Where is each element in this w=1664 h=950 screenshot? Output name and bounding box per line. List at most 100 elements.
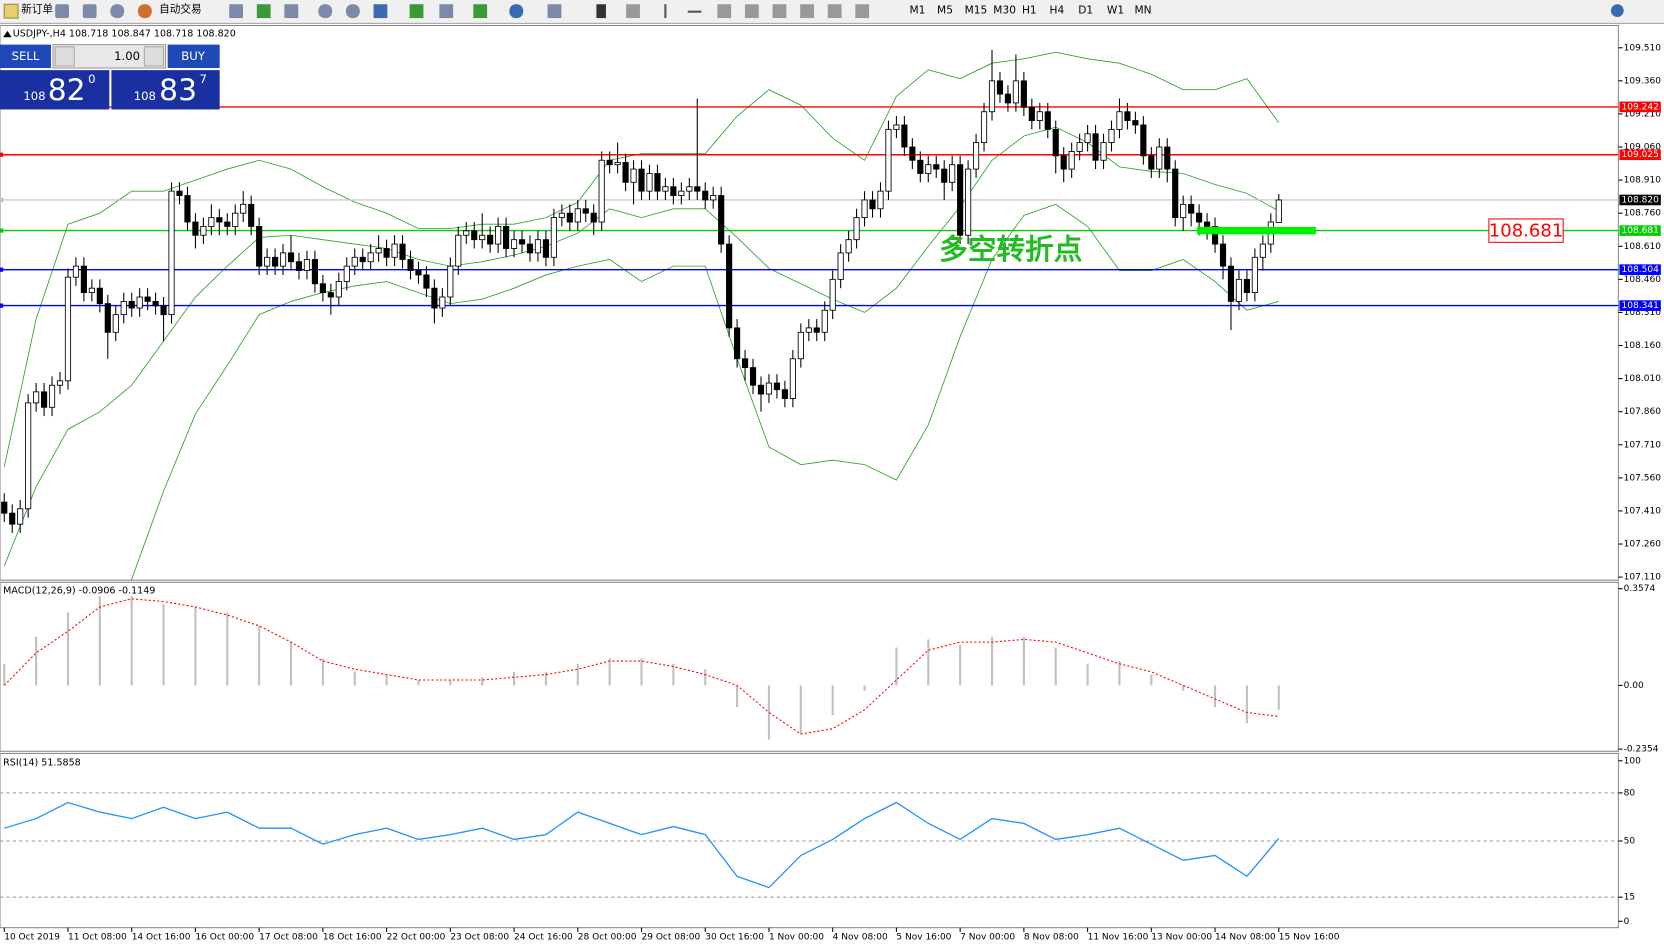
icon[interactable]	[137, 4, 152, 19]
icon[interactable]	[473, 4, 488, 19]
candle-body	[1275, 199, 1282, 223]
macd-histogram-bar	[449, 679, 452, 686]
icon[interactable]	[409, 4, 424, 19]
buy-price-box[interactable]	[111, 70, 220, 110]
icon[interactable]	[55, 4, 69, 19]
candle-body	[590, 212, 597, 223]
macd-histogram-bar	[863, 685, 866, 691]
macd-histogram-bar	[194, 606, 197, 686]
macd-histogram-bar	[162, 604, 165, 686]
icon[interactable]	[626, 4, 640, 19]
icon[interactable]	[717, 4, 732, 19]
timeframe-button[interactable]: M5	[937, 4, 953, 17]
macd-signal-line	[3, 598, 1279, 735]
icon[interactable]	[509, 4, 524, 19]
macd-histogram-bar	[66, 612, 70, 686]
candle-body	[335, 281, 342, 298]
macd-histogram-bar	[736, 685, 739, 708]
icon[interactable]	[596, 4, 606, 19]
timeframe-button[interactable]: H4	[1050, 4, 1065, 17]
icon[interactable]	[110, 4, 125, 19]
timeframe-button[interactable]: M15	[965, 4, 988, 17]
candle-body	[1068, 151, 1075, 170]
candle-body	[1188, 203, 1195, 214]
lot-value[interactable]: 1.00	[114, 49, 140, 63]
lot-down[interactable]	[54, 46, 75, 67]
candle-body	[1132, 120, 1139, 126]
icon[interactable]	[772, 4, 787, 19]
icon[interactable]	[664, 4, 667, 19]
x-tick-label: 16 Oct 00:00	[195, 933, 254, 943]
x-tick-label: 13 Nov 00:00	[1151, 933, 1212, 943]
x-tick-label: 18 Oct 16:00	[323, 933, 382, 943]
icon[interactable]	[687, 10, 702, 13]
macd-histogram-bar	[544, 671, 547, 686]
icon[interactable]	[827, 4, 842, 19]
sell-label[interactable]: SELL	[12, 49, 40, 63]
collapse-arrow[interactable]	[3, 30, 12, 38]
icon[interactable]	[229, 4, 244, 19]
macd-histogram-bar	[1150, 674, 1153, 686]
y-tick-label: 0.00	[1624, 681, 1644, 691]
candle-body	[1148, 155, 1155, 170]
timeframe-button[interactable]: W1	[1107, 4, 1124, 17]
candle-body	[160, 305, 167, 316]
search-icon[interactable]	[1610, 4, 1624, 18]
x-tick-label: 28 Oct 00:00	[578, 933, 637, 943]
icon[interactable]	[439, 4, 454, 19]
macd-histogram-bar	[895, 647, 898, 686]
sell-price-box[interactable]	[0, 70, 110, 110]
candle-body	[1116, 111, 1123, 130]
candle-body	[534, 239, 542, 254]
timeframe-button[interactable]: D1	[1078, 4, 1093, 17]
y-tick-label: 107.110	[1624, 573, 1662, 583]
icon[interactable]	[855, 4, 870, 19]
icon[interactable]	[744, 4, 759, 19]
bollinger-band	[3, 51, 1280, 467]
y-tick-label: 107.560	[1624, 473, 1662, 483]
lot-up[interactable]	[143, 46, 164, 67]
icon[interactable]	[373, 4, 388, 19]
timeframe-button[interactable]: M30	[993, 4, 1016, 17]
macd-histogram-bar	[512, 671, 516, 686]
icon[interactable]	[800, 4, 814, 19]
new-order-icon[interactable]	[3, 3, 19, 19]
icon[interactable]	[284, 4, 299, 19]
candle-body	[678, 190, 685, 196]
icon[interactable]	[345, 4, 360, 19]
candle-body	[279, 252, 287, 267]
candle-body	[1092, 133, 1099, 161]
candle-body	[72, 265, 80, 278]
new-order-button[interactable]: 新订单	[21, 3, 53, 16]
y-tick-label: 108.460	[1624, 275, 1662, 285]
buy-button[interactable]	[167, 44, 220, 69]
candle-body	[980, 111, 988, 144]
icon[interactable]	[82, 4, 97, 19]
macd-histogram-bar	[704, 669, 707, 686]
timeframe-button[interactable]: MN	[1134, 4, 1151, 17]
candle-body	[184, 195, 191, 223]
macd-pane	[0, 581, 1619, 752]
candle-body	[447, 265, 454, 298]
lot-field[interactable]	[52, 44, 167, 69]
auto-trading-button[interactable]: 自动交易	[159, 3, 201, 16]
macd-histogram-bar	[35, 636, 38, 686]
timeframe-button[interactable]: M1	[909, 4, 925, 17]
candle-body	[805, 327, 812, 333]
icon[interactable]	[318, 4, 333, 19]
candle-body	[510, 239, 518, 249]
macd-histogram-bar	[353, 671, 356, 686]
candle-body	[526, 243, 534, 254]
macd-header: MACD(12,26,9) -0.0906 -0.1149	[3, 585, 155, 596]
buy-price-big-figure: 108	[134, 89, 156, 103]
candle-body	[1219, 243, 1227, 267]
sell-button[interactable]	[0, 44, 51, 69]
buy-label[interactable]: BUY	[181, 49, 206, 63]
x-tick-label: 10 Oct 2019	[4, 933, 60, 943]
icon[interactable]	[256, 4, 271, 19]
candle-body	[1211, 226, 1219, 245]
x-tick-label: 24 Oct 16:00	[514, 933, 573, 943]
timeframe-button[interactable]: H1	[1022, 4, 1037, 17]
icon[interactable]	[547, 4, 562, 19]
candle-body	[391, 243, 398, 258]
